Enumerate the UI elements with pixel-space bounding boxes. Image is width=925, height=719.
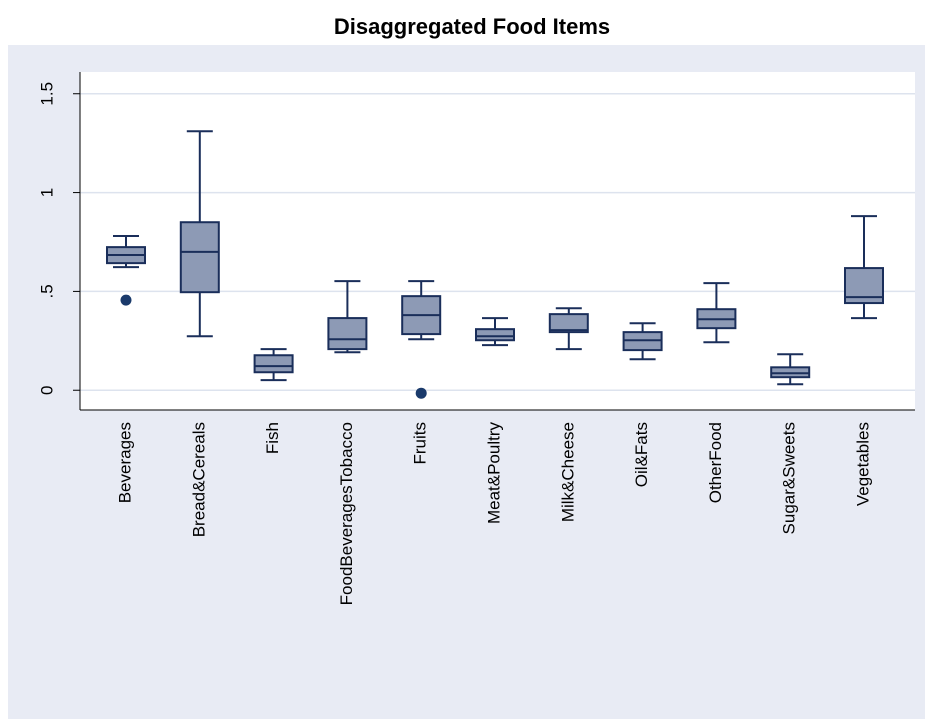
box [253, 354, 294, 374]
y-tick-label: 0 [37, 385, 56, 394]
box [327, 317, 368, 351]
box [548, 313, 589, 334]
x-tick-label: Milk&Cheese [558, 422, 577, 522]
box [179, 221, 220, 294]
x-tick-label: Fish [263, 422, 282, 454]
y-tick-label: 1.5 [37, 82, 56, 106]
y-tick-label: 1 [37, 188, 56, 197]
x-tick-label: Bread&Cereals [189, 422, 208, 537]
x-tick-label: Oil&Fats [632, 422, 651, 487]
y-tick-label: .5 [37, 284, 56, 298]
box [475, 328, 515, 342]
x-tick-label: OtherFood [706, 422, 725, 503]
x-tick-label: Sugar&Sweets [780, 422, 799, 534]
chart-title: Disaggregated Food Items [334, 14, 610, 39]
x-tick-label: FoodBeveragesTobacco [337, 422, 356, 605]
x-tick-label: Meat&Poultry [484, 422, 503, 525]
x-tick-label: Vegetables [853, 422, 872, 506]
outlier [120, 294, 132, 306]
x-tick-label: Beverages [115, 422, 134, 503]
outlier [415, 387, 427, 399]
x-tick-label: Fruits [411, 422, 430, 465]
